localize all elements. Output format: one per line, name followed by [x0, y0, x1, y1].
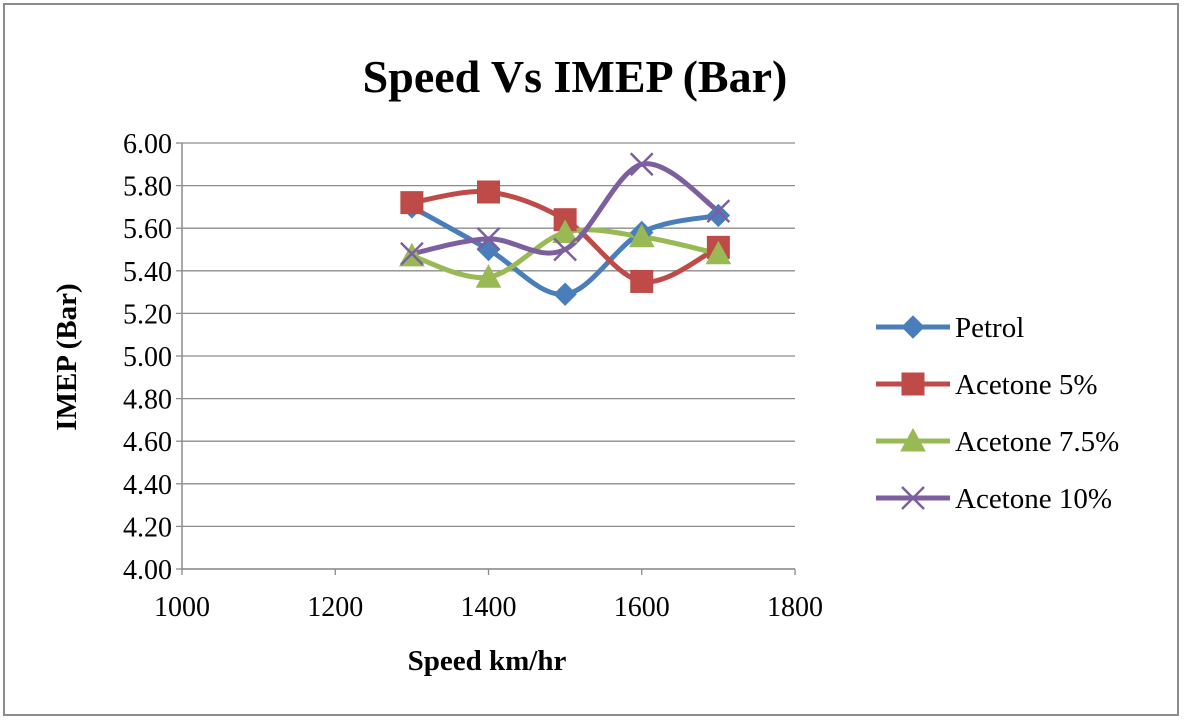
- y-tick-label: 5.60: [123, 214, 172, 245]
- legend-label: Acetone 5%: [955, 369, 1098, 401]
- y-tick-label: 4.80: [123, 385, 172, 416]
- chart-title: Speed Vs IMEP (Bar): [363, 51, 788, 102]
- y-tick-label: 5.20: [123, 299, 172, 330]
- x-tick-label: 1200: [307, 592, 363, 623]
- data-point-2-2: [552, 219, 578, 243]
- legend: Petrol Acetone 5% Acetone 7.5% Acetone 10%: [876, 312, 1119, 515]
- y-tick-label: 4.40: [123, 470, 172, 501]
- data-point-1-3: [630, 269, 654, 293]
- series-markers: [399, 152, 732, 306]
- y-tick-label: 4.60: [123, 427, 172, 458]
- data-point-2-4: [705, 240, 732, 265]
- data-point-3-0: [399, 241, 424, 266]
- data-point-2-1: [475, 264, 502, 288]
- y-axis-label: IMEP (Bar): [51, 283, 83, 430]
- data-point-3-3: [629, 152, 654, 177]
- data-point-3-2: [553, 237, 578, 262]
- x-tick-label: 1600: [614, 592, 670, 623]
- y-tick-label: 4.00: [123, 555, 172, 586]
- series-line-3: [409, 161, 721, 257]
- data-point-1-0: [400, 191, 424, 215]
- gridlines: [182, 142, 795, 570]
- data-point-0-4: [706, 203, 731, 228]
- legend-label: Petrol: [955, 312, 1024, 344]
- data-point-2-3: [628, 223, 655, 248]
- y-tick-label: 5.00: [123, 342, 172, 373]
- y-tick-label: 4.20: [123, 512, 172, 543]
- legend-label: Acetone 7.5%: [955, 426, 1119, 458]
- data-point-3-1: [476, 226, 501, 251]
- data-point-0-2: [553, 282, 577, 306]
- legend-marker-2: [900, 427, 926, 452]
- x-tick-label: 1000: [154, 592, 210, 623]
- axes: [176, 142, 796, 575]
- y-tick-label: 6.00: [123, 129, 172, 160]
- x-tick-label: 1800: [767, 592, 823, 623]
- tick-labels: 4.00 4.20 4.40 4.60 4.80 5.00 5.20 5.40 5.60 5.80…: [123, 129, 823, 623]
- legend-label: Acetone 10%: [955, 483, 1112, 515]
- legend-marker-3: [901, 486, 925, 510]
- data-point-1-1: [477, 180, 500, 204]
- chart-frame: [3, 3, 1179, 716]
- legend-marker-1: [901, 372, 925, 396]
- data-point-3-4: [706, 199, 731, 224]
- y-tick-label: 5.40: [123, 257, 172, 288]
- x-axis-label: Speed km/hr: [408, 645, 567, 677]
- y-tick-label: 5.80: [123, 172, 172, 203]
- x-tick-label: 1400: [461, 592, 517, 623]
- legend-marker-0: [901, 315, 925, 339]
